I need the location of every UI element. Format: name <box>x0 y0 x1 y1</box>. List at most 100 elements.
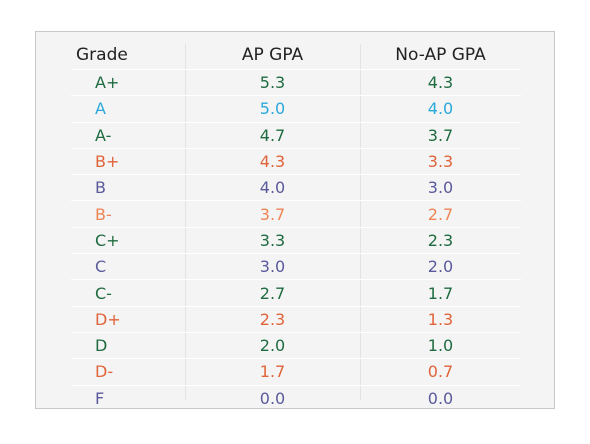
grade-value: C- <box>95 283 112 303</box>
table-row: A+ 5.3 4.3 <box>71 70 521 97</box>
no-ap-gpa-value-cell: 3.3 <box>360 149 521 174</box>
table-row: C- 2.7 1.7 <box>71 280 521 307</box>
ap-gpa-value-cell: 3.7 <box>185 201 360 226</box>
no-ap-gpa-value: 2.3 <box>427 230 454 250</box>
ap-gpa-value: 3.7 <box>259 204 286 224</box>
grade-value: B+ <box>95 152 120 172</box>
ap-gpa-value-cell: 5.0 <box>185 96 360 121</box>
table-header-row: Grade AP GPA No-AP GPA <box>71 41 521 70</box>
no-ap-gpa-value-cell: 2.3 <box>360 228 521 253</box>
no-ap-gpa-value: 3.7 <box>427 125 454 145</box>
ap-gpa-value: 4.0 <box>259 178 286 198</box>
grade-value: C <box>95 257 107 277</box>
grade-value: A- <box>95 125 112 145</box>
no-ap-gpa-value-cell: 4.3 <box>360 70 521 95</box>
header-ap-gpa: AP GPA <box>241 45 304 65</box>
no-ap-gpa-value-cell: 0.0 <box>360 386 521 411</box>
grade-value-cell: A- <box>71 123 185 148</box>
table-row: A- 4.7 3.7 <box>71 123 521 149</box>
ap-gpa-value-cell: 3.0 <box>185 254 360 279</box>
header-ap-cell: AP GPA <box>185 41 360 69</box>
grade-value-cell: C+ <box>71 228 185 253</box>
table-row: D 2.0 1.0 <box>71 333 521 360</box>
ap-gpa-value: 5.3 <box>259 73 286 93</box>
no-ap-gpa-value: 3.0 <box>427 178 454 198</box>
ap-gpa-value-cell: 4.7 <box>185 123 360 148</box>
table-body: A+ 5.3 4.3 A 5.0 4.0 A- 4.7 3.7 B+ 4.3 3.3 B 4.0 3.0 B-… <box>71 70 521 412</box>
ap-gpa-value: 2.3 <box>259 309 286 329</box>
table-row: A 5.0 4.0 <box>71 96 521 123</box>
table-row: C+ 3.3 2.3 <box>71 228 521 255</box>
grade-value-cell: B <box>71 175 185 200</box>
grade-value-cell: F <box>71 386 185 411</box>
no-ap-gpa-value-cell: 1.3 <box>360 307 521 332</box>
ap-gpa-value-cell: 2.0 <box>185 333 360 358</box>
no-ap-gpa-value-cell: 2.0 <box>360 254 521 279</box>
ap-gpa-value-cell: 0.0 <box>185 386 360 411</box>
no-ap-gpa-value-cell: 1.7 <box>360 280 521 305</box>
grade-value-cell: B- <box>71 201 185 226</box>
gpa-table-card <box>35 31 555 409</box>
column-divider-2 <box>360 44 361 400</box>
grade-value: B- <box>95 204 112 224</box>
gpa-table: Grade AP GPA No-AP GPA A+ 5.3 4.3 A 5.0 4.0 A-… <box>71 41 521 412</box>
ap-gpa-value-cell: 3.3 <box>185 228 360 253</box>
grade-value-cell: A <box>71 96 185 121</box>
no-ap-gpa-value: 3.3 <box>427 152 454 172</box>
no-ap-gpa-value-cell: 3.0 <box>360 175 521 200</box>
table-row: B 4.0 3.0 <box>71 175 521 202</box>
no-ap-gpa-value-cell: 1.0 <box>360 333 521 358</box>
ap-gpa-value: 4.3 <box>259 152 286 172</box>
no-ap-gpa-value: 2.0 <box>427 257 454 277</box>
no-ap-gpa-value: 1.7 <box>427 283 454 303</box>
no-ap-gpa-value: 1.3 <box>427 309 454 329</box>
ap-gpa-value-cell: 2.3 <box>185 307 360 332</box>
grade-value: C+ <box>95 230 120 250</box>
table-row: B+ 4.3 3.3 <box>71 149 521 176</box>
grade-value-cell: D <box>71 333 185 358</box>
header-no-ap-gpa: No-AP GPA <box>395 45 486 65</box>
no-ap-gpa-value: 4.0 <box>427 99 454 119</box>
no-ap-gpa-value-cell: 4.0 <box>360 96 521 121</box>
no-ap-gpa-value: 0.7 <box>427 362 454 382</box>
ap-gpa-value-cell: 5.3 <box>185 70 360 95</box>
no-ap-gpa-value: 1.0 <box>427 336 454 356</box>
header-grade-cell: Grade <box>71 41 185 69</box>
ap-gpa-value-cell: 2.7 <box>185 280 360 305</box>
ap-gpa-value-cell: 4.0 <box>185 175 360 200</box>
grade-value: D <box>95 336 108 356</box>
ap-gpa-value: 1.7 <box>259 362 286 382</box>
table-row: F 0.0 0.0 <box>71 386 521 412</box>
ap-gpa-value: 2.7 <box>259 283 286 303</box>
grade-value: B <box>95 178 106 198</box>
table-row: D+ 2.3 1.3 <box>71 307 521 333</box>
grade-value-cell: B+ <box>71 149 185 174</box>
grade-value: D+ <box>95 309 121 329</box>
no-ap-gpa-value-cell: 3.7 <box>360 123 521 148</box>
ap-gpa-value: 5.0 <box>259 99 286 119</box>
grade-value: A <box>95 99 106 119</box>
ap-gpa-value: 0.0 <box>259 388 286 408</box>
ap-gpa-value: 2.0 <box>259 336 286 356</box>
table-row: B- 3.7 2.7 <box>71 201 521 228</box>
ap-gpa-value: 4.7 <box>259 125 286 145</box>
grade-value-cell: C <box>71 254 185 279</box>
grade-value-cell: C- <box>71 280 185 305</box>
grade-value-cell: A+ <box>71 70 185 95</box>
grade-value: D- <box>95 362 114 382</box>
no-ap-gpa-value: 2.7 <box>427 204 454 224</box>
table-row: C 3.0 2.0 <box>71 254 521 281</box>
no-ap-gpa-value: 4.3 <box>427 73 454 93</box>
header-grade: Grade <box>76 45 128 65</box>
column-divider-1 <box>185 44 186 400</box>
header-noap-cell: No-AP GPA <box>360 41 521 69</box>
no-ap-gpa-value-cell: 0.7 <box>360 359 521 384</box>
ap-gpa-value: 3.0 <box>259 257 286 277</box>
no-ap-gpa-value: 0.0 <box>427 388 454 408</box>
ap-gpa-value: 3.3 <box>259 230 286 250</box>
grade-value-cell: D- <box>71 359 185 384</box>
grade-value-cell: D+ <box>71 307 185 332</box>
table-row: D- 1.7 0.7 <box>71 359 521 386</box>
ap-gpa-value-cell: 4.3 <box>185 149 360 174</box>
grade-value: F <box>95 388 105 408</box>
